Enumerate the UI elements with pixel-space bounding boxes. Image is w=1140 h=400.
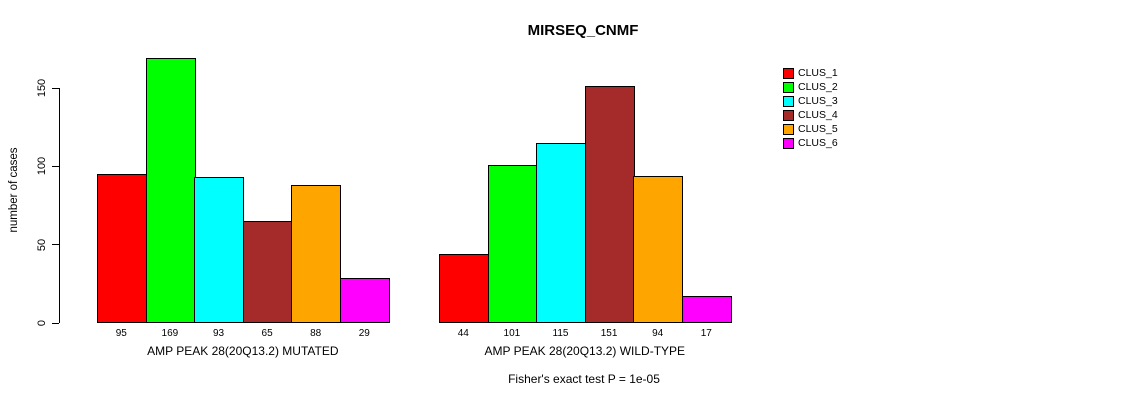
bar-value-label: 95: [115, 328, 127, 339]
legend-item: CLUS_6: [783, 136, 838, 150]
bar-value-label: 65: [261, 328, 273, 339]
bar-value-label: 115: [552, 328, 569, 339]
y-tick-label: 100: [36, 157, 48, 176]
legend: CLUS_1 CLUS_2 CLUS_3 CLUS_4 CLUS_5 CLUS_6: [783, 66, 838, 150]
bar-value-label: 151: [600, 328, 618, 339]
bar-value-label: 88: [310, 328, 322, 339]
legend-item: CLUS_2: [783, 80, 838, 94]
bar-value-label: 169: [161, 328, 179, 339]
legend-swatch: [783, 67, 794, 79]
y-tick: [52, 244, 59, 246]
bar: [97, 174, 147, 323]
bar: [194, 177, 244, 323]
bar: [340, 278, 390, 323]
y-tick-label: 50: [36, 238, 48, 251]
legend-label: CLUS_1: [798, 67, 838, 79]
y-tick: [52, 87, 59, 89]
legend-item: CLUS_4: [783, 108, 838, 122]
legend-swatch: [783, 95, 794, 107]
y-axis-label: number of cases: [8, 147, 20, 233]
legend-swatch: [783, 123, 794, 135]
group-label: AMP PEAK 28(20Q13.2) MUTATED: [147, 344, 339, 358]
legend-label: CLUS_3: [798, 95, 838, 107]
bar: [682, 296, 732, 323]
bar-value-label: 93: [212, 328, 225, 339]
bar: [243, 221, 293, 323]
bar: [536, 143, 586, 323]
y-tick-label: 0: [36, 319, 48, 327]
y-tick: [52, 322, 59, 324]
bar: [488, 165, 538, 323]
group-label: AMP PEAK 28(20Q13.2) WILD-TYPE: [484, 344, 686, 358]
bar-value-label: 29: [358, 328, 370, 339]
y-axis-line: [59, 88, 60, 323]
bar-value-label: 94: [652, 328, 664, 339]
legend-swatch: [783, 109, 794, 121]
legend-item: CLUS_1: [783, 66, 838, 80]
y-tick-label: 150: [36, 78, 48, 98]
bar: [291, 185, 341, 323]
bar: [439, 254, 489, 323]
legend-label: CLUS_5: [798, 123, 838, 135]
legend-label: CLUS_2: [798, 81, 838, 93]
bar-value-label: 44: [457, 328, 469, 339]
legend-swatch: [783, 81, 794, 93]
bar: [585, 86, 635, 323]
stat-note: Fisher's exact test P = 1e-05: [508, 372, 660, 386]
legend-item: CLUS_5: [783, 122, 838, 136]
bar-value-label: 17: [700, 328, 712, 339]
y-tick: [52, 165, 59, 167]
chart-title: MIRSEQ_CNMF: [527, 22, 639, 39]
legend-item: CLUS_3: [783, 94, 838, 108]
bar-value-label: 101: [503, 328, 521, 339]
legend-swatch: [783, 137, 794, 149]
legend-label: CLUS_6: [798, 137, 838, 149]
bar: [146, 58, 196, 323]
legend-label: CLUS_4: [798, 109, 838, 121]
bar: [633, 176, 683, 323]
